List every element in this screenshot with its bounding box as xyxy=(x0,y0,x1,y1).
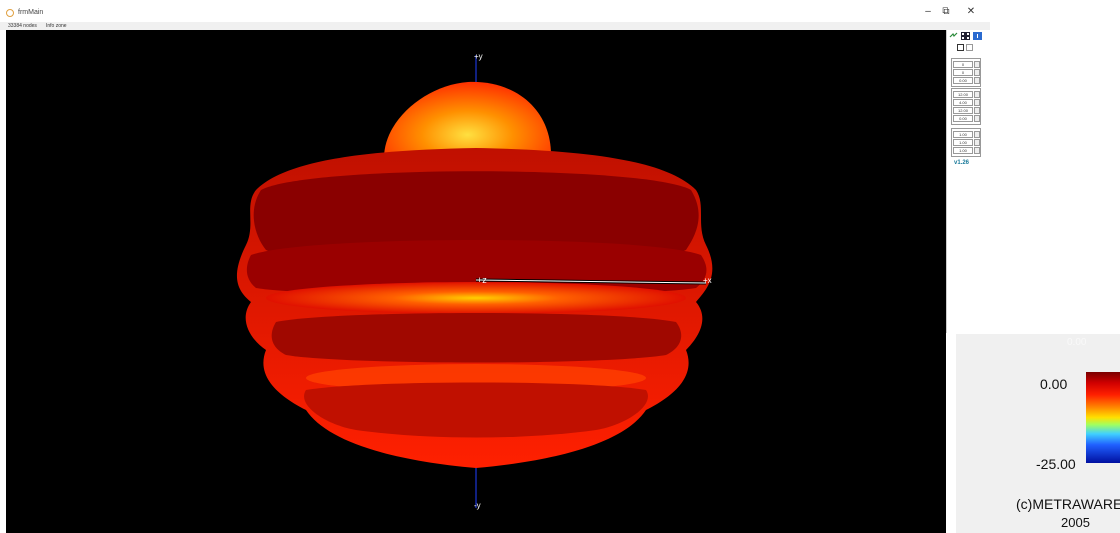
restore-button[interactable]: ⧉ xyxy=(942,6,950,17)
legend-min-value: -25.00 xyxy=(1036,456,1076,472)
plus-z-label: +z xyxy=(477,275,487,285)
spin-button[interactable] xyxy=(974,99,980,106)
scale-field-3[interactable]: 1.00 xyxy=(953,147,980,154)
checkbox-b[interactable] xyxy=(966,44,973,51)
rotation-field-2[interactable]: 0 xyxy=(953,69,980,76)
legend-scale-top: 0.00 xyxy=(1067,337,1087,348)
spin-button[interactable] xyxy=(974,107,980,114)
node-count: 33384 nodes xyxy=(8,23,37,29)
radiation-pattern-render xyxy=(236,55,713,508)
plus-y-label: +y xyxy=(474,52,483,61)
version-label: v1.26 xyxy=(954,160,970,166)
refresh-icon[interactable] xyxy=(949,32,958,40)
3d-viewport[interactable]: +y -y +z +x xyxy=(6,30,946,533)
position-field-1[interactable]: 12.00 xyxy=(953,91,980,98)
info-icon[interactable] xyxy=(973,32,982,40)
rotation-field-3[interactable]: 0.00 xyxy=(953,77,980,84)
spin-button[interactable] xyxy=(974,91,980,98)
film-icon[interactable] xyxy=(961,32,970,40)
copyright-line-1: (c)METRAWARE xyxy=(1016,496,1120,512)
spin-button[interactable] xyxy=(974,61,980,68)
scale-field-1[interactable]: 1.00 xyxy=(953,131,980,138)
rotation-field-1[interactable]: 0 xyxy=(953,61,980,68)
info-zone: Info zone xyxy=(46,23,67,29)
spin-button[interactable] xyxy=(974,131,980,138)
info-bar: 33384 nodes Info zone xyxy=(0,22,990,30)
title-bar: frmMain – ⧉ ✕ xyxy=(0,0,990,22)
top-lobe xyxy=(384,81,551,170)
spin-button[interactable] xyxy=(974,77,980,84)
position-field-4[interactable]: 0.00 xyxy=(953,115,980,122)
spin-button[interactable] xyxy=(974,147,980,154)
position-field-3[interactable]: 12.00 xyxy=(953,107,980,114)
control-panel: 0 0 0.00 12.00 4.00 12.00 0.00 1.00 1.00… xyxy=(946,30,985,333)
color-bar xyxy=(1086,372,1120,463)
minus-y-label: -y xyxy=(474,501,481,510)
rotation-group: 0 0 0.00 xyxy=(951,58,981,87)
close-button[interactable]: ✕ xyxy=(966,6,976,17)
spin-button[interactable] xyxy=(974,139,980,146)
scale-field-2[interactable]: 1.00 xyxy=(953,139,980,146)
app-icon xyxy=(6,9,14,17)
position-field-2[interactable]: 4.00 xyxy=(953,99,980,106)
spin-button[interactable] xyxy=(974,69,980,76)
plus-x-label: +x xyxy=(703,276,712,285)
position-group: 12.00 4.00 12.00 0.00 xyxy=(951,88,981,125)
scale-group: 1.00 1.00 1.00 xyxy=(951,128,981,157)
copyright-line-2: 2005 xyxy=(1061,515,1090,530)
minimize-button[interactable]: – xyxy=(925,6,931,17)
spin-button[interactable] xyxy=(974,115,980,122)
checkbox-a[interactable] xyxy=(957,44,964,51)
legend-max-value: 0.00 xyxy=(1040,376,1068,392)
window-title: frmMain xyxy=(18,9,44,16)
